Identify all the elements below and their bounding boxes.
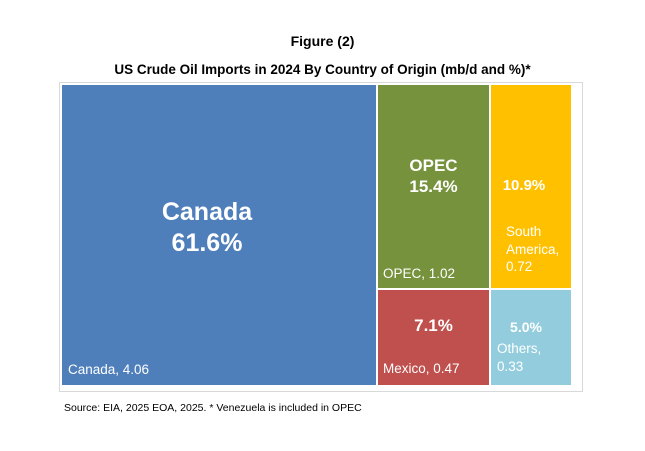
tile-south-america: 10.9% South America, 0.72 bbox=[491, 85, 571, 288]
tile-canada-label: Canada, 4.06 bbox=[68, 362, 150, 377]
tile-south-america-label: South America, 0.72 bbox=[506, 224, 560, 275]
tile-opec-label: OPEC, 1.02 bbox=[383, 266, 456, 281]
tile-opec-heading: OPEC bbox=[409, 156, 458, 175]
tile-canada-heading: Canada bbox=[161, 198, 253, 226]
tile-others-label: Others, 0.33 bbox=[497, 341, 542, 374]
source-note: Source: EIA, 2025 EOA, 2025. * Venezuela… bbox=[64, 402, 362, 414]
tile-mexico-percent: 7.1% bbox=[414, 316, 453, 335]
tile-canada: Canada 61.6% Canada, 4.06 bbox=[62, 85, 376, 385]
tile-opec: OPEC 15.4% OPEC, 1.02 bbox=[378, 85, 489, 288]
tile-mexico-label: Mexico, 0.47 bbox=[383, 361, 460, 376]
figure-label: Figure (2) bbox=[290, 33, 355, 49]
chart-title: US Crude Oil Imports in 2024 By Country … bbox=[114, 62, 531, 77]
treemap-chart: Canada 61.6% Canada, 4.06 OPEC 15.4% OPE… bbox=[59, 82, 583, 392]
tile-canada-percent: 61.6% bbox=[171, 229, 243, 258]
tile-opec-percent: 15.4% bbox=[409, 177, 458, 197]
tile-south-america-percent: 10.9% bbox=[502, 177, 546, 194]
tile-others-percent: 5.0% bbox=[510, 319, 542, 335]
tile-mexico: 7.1% Mexico, 0.47 bbox=[378, 290, 489, 385]
tile-others: 5.0% Others, 0.33 bbox=[491, 290, 571, 385]
